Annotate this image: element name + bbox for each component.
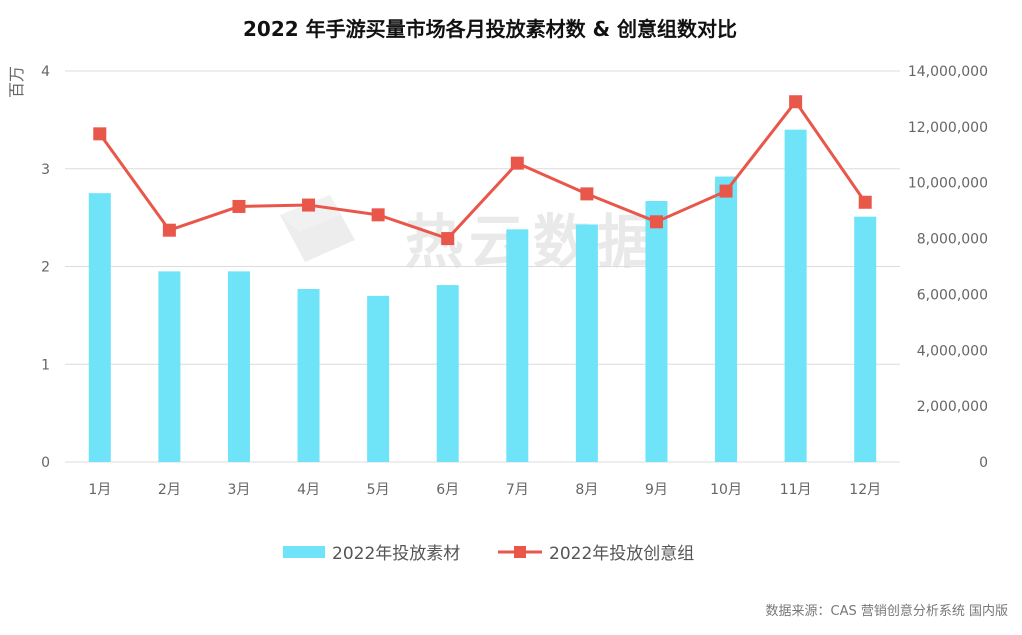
x-axis-tick-label: 6月 [436,482,459,498]
line-path [98,100,867,241]
x-axis-tick-label: 5月 [367,482,390,498]
gridlines [65,70,900,463]
bar [784,129,807,462]
line-point [302,198,316,212]
line-point [162,223,176,237]
line-point [719,184,733,198]
chart-title: 2022 年手游买量市场各月投放素材数 & 创意组数对比 [243,17,737,41]
line-point [441,232,455,246]
x-axis-tick-label: 12月 [849,482,881,498]
left-axis-tick-label: 2 [41,260,50,276]
legend-line-marker [514,546,526,558]
right-axis-tick-label: 6,000,000 [917,287,988,303]
bar [715,176,738,462]
bar [227,271,250,462]
left-axis-tick-label: 0 [41,455,50,471]
right-axis-tick-label: 12,000,000 [908,120,988,136]
line-point [232,199,246,213]
left-axis-unit: 百万 [7,66,26,98]
x-axis-tick-label: 2月 [158,482,181,498]
x-axis-tick-label: 3月 [227,482,250,498]
x-axis-tick-label: 1月 [88,482,111,498]
bar [575,224,598,462]
line-series [93,95,872,246]
left-axis-ticks: 0 1 2 3 4 [41,64,50,471]
bar [367,295,390,462]
bar [158,271,181,462]
bar [506,229,529,462]
bar [436,285,459,462]
line-point [858,195,872,209]
right-axis-ticks: 0 2,000,000 4,000,000 6,000,000 8,000,000 10,… [908,64,988,471]
right-axis-tick-label: 2,000,000 [917,399,988,415]
bar-series [88,129,877,462]
right-axis-tick-label: 10,000,000 [908,176,988,192]
line-point [789,95,803,109]
bar [854,216,877,462]
line-point [510,156,524,170]
watermark: 热云数据 [280,195,655,276]
x-axis-ticks: 1月 2月 3月 4月 5月 6月 7月 8月 9月 10月 11月 12月 [88,482,881,498]
x-axis-tick-label: 10月 [710,482,742,498]
x-axis-tick-label: 9月 [645,482,668,498]
legend-bar-swatch [283,546,325,558]
left-axis-tick-label: 1 [41,357,50,373]
bar [297,288,320,462]
bar [645,201,668,462]
right-axis-tick-label: 14,000,000 [908,64,988,80]
line-point [649,215,663,229]
legend: 2022年投放素材 2022年投放创意组 [283,544,694,564]
legend-line-label: 2022年投放创意组 [549,544,694,564]
x-axis-tick-label: 7月 [506,482,529,498]
left-axis-tick-label: 4 [41,64,50,80]
right-axis-tick-label: 4,000,000 [917,343,988,359]
bar [88,193,111,462]
legend-bar-label: 2022年投放素材 [332,544,460,564]
left-axis-tick-label: 3 [41,162,50,178]
x-axis-tick-label: 4月 [297,482,320,498]
x-axis-tick-label: 8月 [575,482,598,498]
right-axis-tick-label: 0 [979,455,988,471]
line-point [580,187,594,201]
source-note: 数据来源：CAS 营销创意分析系统 国内版 [766,603,1009,619]
right-axis-tick-label: 8,000,000 [917,232,988,248]
x-axis-tick-label: 11月 [780,482,812,498]
line-point [371,208,385,222]
line-point [93,127,107,141]
